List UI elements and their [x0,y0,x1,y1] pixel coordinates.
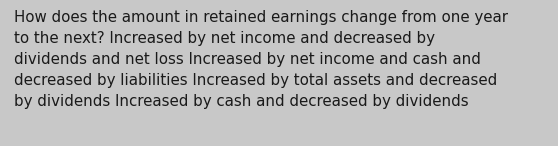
Text: How does the amount in retained earnings change from one year
to the next? Incre: How does the amount in retained earnings… [14,10,508,109]
